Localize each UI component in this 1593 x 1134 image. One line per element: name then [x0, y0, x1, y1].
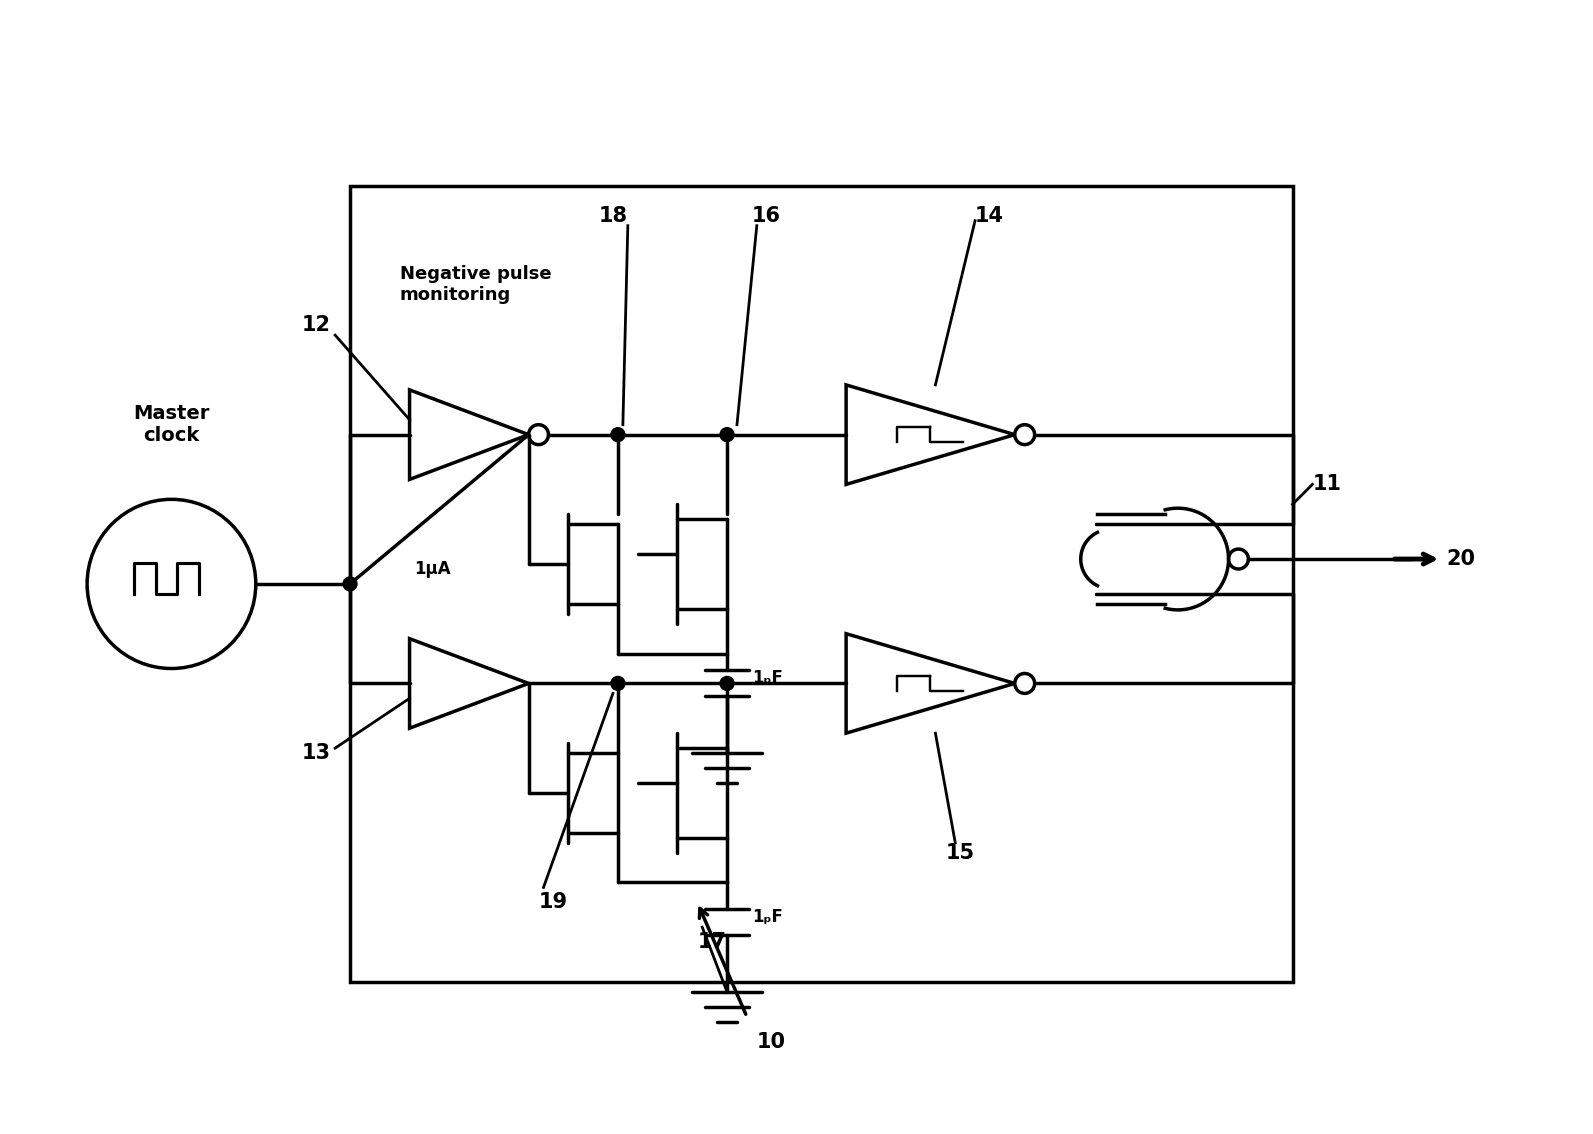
- Text: Negative pulse
monitoring: Negative pulse monitoring: [400, 265, 551, 304]
- Text: 13: 13: [301, 743, 330, 763]
- Polygon shape: [409, 638, 529, 728]
- Circle shape: [1228, 549, 1249, 569]
- Circle shape: [720, 428, 734, 441]
- Circle shape: [342, 577, 357, 591]
- Text: 11: 11: [1313, 474, 1341, 494]
- Text: 1ₚF: 1ₚF: [752, 908, 782, 926]
- Text: 14: 14: [975, 205, 1004, 226]
- Text: 10: 10: [757, 1032, 785, 1051]
- Text: 19: 19: [538, 892, 567, 913]
- Circle shape: [1015, 674, 1034, 693]
- Bar: [350, 186, 1292, 982]
- Text: 18: 18: [599, 205, 628, 226]
- Text: 16: 16: [752, 205, 781, 226]
- Text: 1ₚF: 1ₚF: [752, 669, 782, 687]
- Text: Master
clock: Master clock: [134, 404, 210, 445]
- Circle shape: [720, 677, 734, 691]
- Circle shape: [1015, 425, 1034, 445]
- Text: 1μA: 1μA: [414, 560, 451, 578]
- Circle shape: [88, 499, 256, 669]
- Polygon shape: [846, 384, 1015, 484]
- Polygon shape: [846, 634, 1015, 734]
- Text: 17: 17: [698, 932, 726, 953]
- Text: 12: 12: [301, 315, 330, 336]
- Circle shape: [529, 425, 548, 445]
- Circle shape: [612, 428, 624, 441]
- Text: 20: 20: [1446, 549, 1475, 569]
- Polygon shape: [409, 390, 529, 480]
- Circle shape: [612, 677, 624, 691]
- Text: 15: 15: [945, 843, 975, 863]
